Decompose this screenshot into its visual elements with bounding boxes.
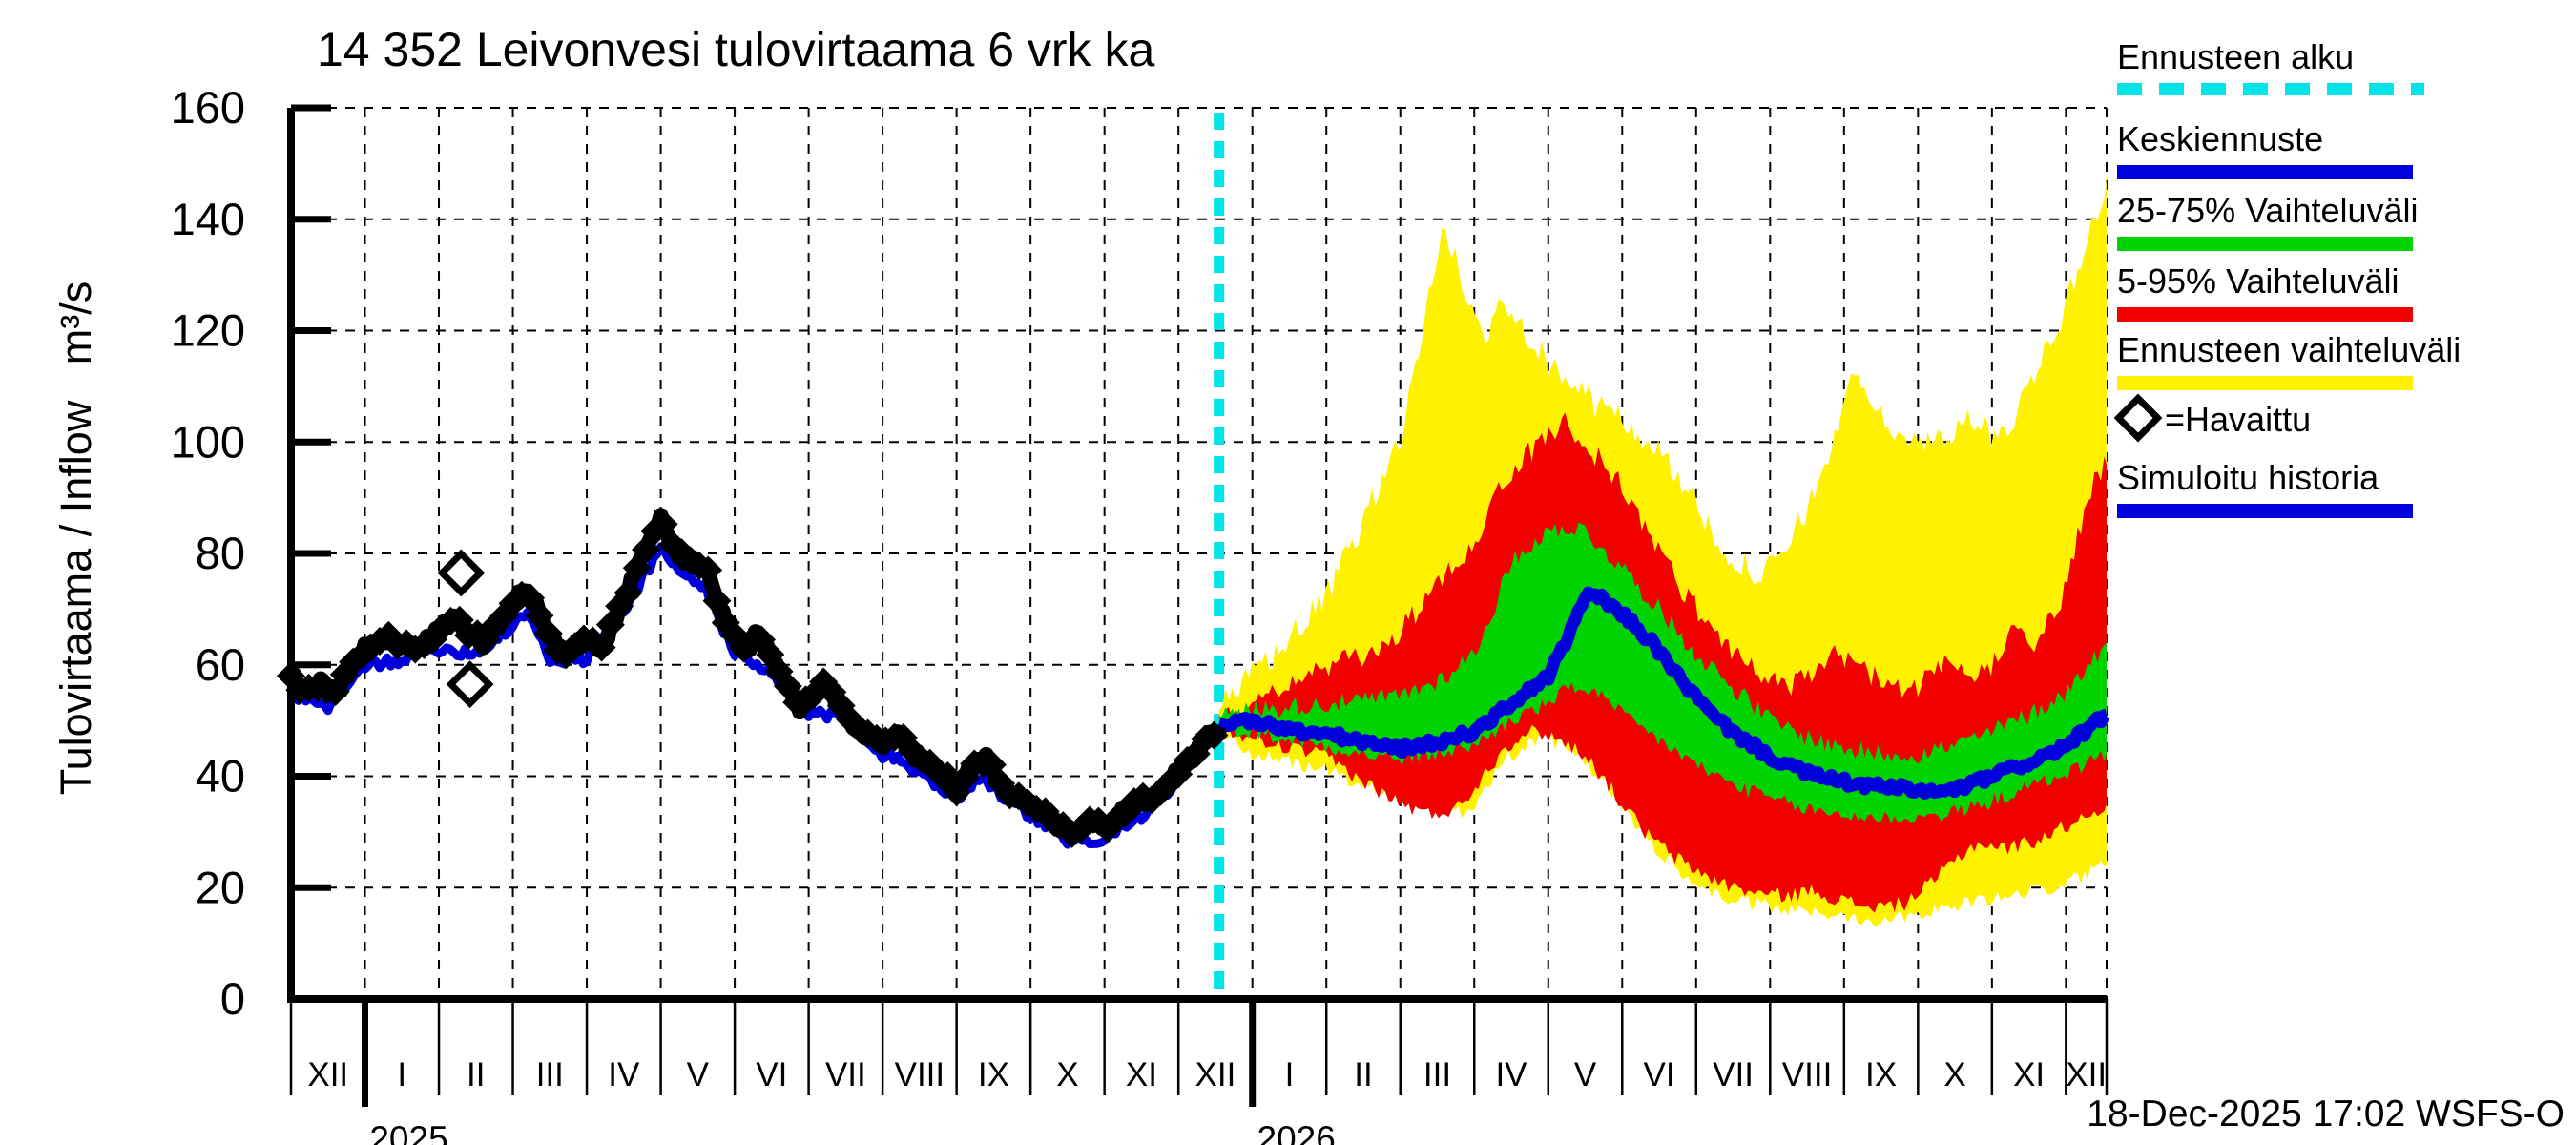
havaittu-diamond-icon [2113,393,2163,443]
chart-title: 14 352 Leivonvesi tulovirtaama 6 vrk ka [317,23,1155,76]
y-tick-label: 100 [171,416,245,467]
legend-item-label: Ennusteen alku [2117,37,2355,76]
legend-item-label: =Havaittu [2165,400,2312,439]
observed-line [286,508,1227,842]
month-label: XI [2013,1056,2045,1093]
legend-swatch-green [2117,236,2413,251]
timestamp-label: 18-Dec-2025 17:02 WSFS-O [2087,1093,2565,1135]
month-label: VII [1713,1056,1754,1093]
year-label: 2025 [369,1119,447,1145]
observed-diamond-marker [587,633,616,662]
month-label: VI [1643,1056,1674,1093]
observed-outliers [437,549,494,709]
legend-item-forecast-start: Ennusteen alku [2117,38,2424,95]
month-label: IX [978,1056,1009,1093]
y-tick-label: 60 [196,639,245,690]
legend-swatch-yellow [2117,375,2413,390]
legend-item-band-25-75: 25-75% Vaihteluväli [2117,192,2419,251]
observed-group [277,508,1229,848]
legend: Ennusteen alku Keskiennuste 25-75% Vaihtel… [2113,0,2576,544]
median-line [1215,586,2110,800]
y-tick-labels: 0 20 40 60 80 100 120 140 160 [171,82,245,1024]
legend-swatch-blue [2117,503,2413,518]
month-label: III [1423,1056,1451,1093]
month-label: VIII [1782,1056,1833,1093]
month-label: IV [608,1056,640,1093]
month-label: II [467,1056,485,1093]
observed-diamond-marker [694,555,723,585]
observed-diamond-marker [1199,720,1229,750]
legend-item-label: Keskiennuste [2117,119,2324,158]
legend-swatch-red [2117,306,2413,322]
month-label: XII [1195,1056,1236,1093]
month-label: X [1056,1056,1078,1093]
legend-swatch-blue [2117,164,2413,179]
month-label: V [687,1056,710,1093]
simulated-history-group [287,542,1220,849]
legend-item-median: Keskiennuste [2117,120,2413,179]
observed-outlier-diamond [437,549,486,597]
month-label: X [1943,1056,1965,1093]
y-tick-label: 160 [171,82,245,133]
y-tick-label: 0 [220,973,245,1024]
legend-item-band-range: Ennusteen vaihteluväli [2117,331,2461,390]
month-label: IX [1865,1056,1897,1093]
month-label: XII [307,1056,348,1093]
y-tick-label: 40 [196,751,245,802]
simulated-history-line [287,542,1220,849]
month-label: III [536,1056,564,1093]
month-label: VII [825,1056,866,1093]
observed-outlier-diamond [446,660,494,709]
y-tick-label: 140 [171,194,245,244]
month-label: XI [1126,1056,1157,1093]
month-label: IV [1495,1056,1527,1093]
legend-swatch-cyan [2117,82,2424,95]
legend-item-label: 5-95% Vaihteluväli [2117,261,2399,301]
month-label: VIII [895,1056,945,1093]
month-label: VI [756,1056,787,1093]
year-label: 2026 [1257,1119,1336,1145]
month-label: II [1354,1056,1372,1093]
observed-diamond-marker [649,510,678,539]
axes [287,104,2107,1003]
y-axis-label: Tulovirtaama / Inflow m³/s [52,281,100,796]
legend-item-observed: =Havaittu [2113,393,2312,443]
x-axis-ticks-labels: XII I II III IV V VI VII VIII IX X XI XII I II III IV V VI… [289,999,2109,1145]
y-tick-label: 20 [196,862,245,912]
month-label: XII [2066,1056,2107,1093]
month-label: V [1574,1056,1597,1093]
y-tick-label: 80 [196,528,245,578]
legend-item-sim-history: Simuloitu historia [2117,459,2413,518]
observed-diamond-marker [613,578,643,608]
median-group [1215,586,2110,800]
month-label: I [1285,1056,1295,1093]
month-label: I [397,1056,406,1093]
y-tick-label: 120 [171,305,245,356]
legend-item-label: Simuloitu historia [2117,458,2379,497]
legend-item-band-5-95: 5-95% Vaihteluväli [2117,262,2413,322]
observed-diamond-marker [702,586,732,615]
legend-item-label: 25-75% Vaihteluväli [2117,191,2419,230]
legend-item-label: Ennusteen vaihteluväli [2117,330,2462,369]
